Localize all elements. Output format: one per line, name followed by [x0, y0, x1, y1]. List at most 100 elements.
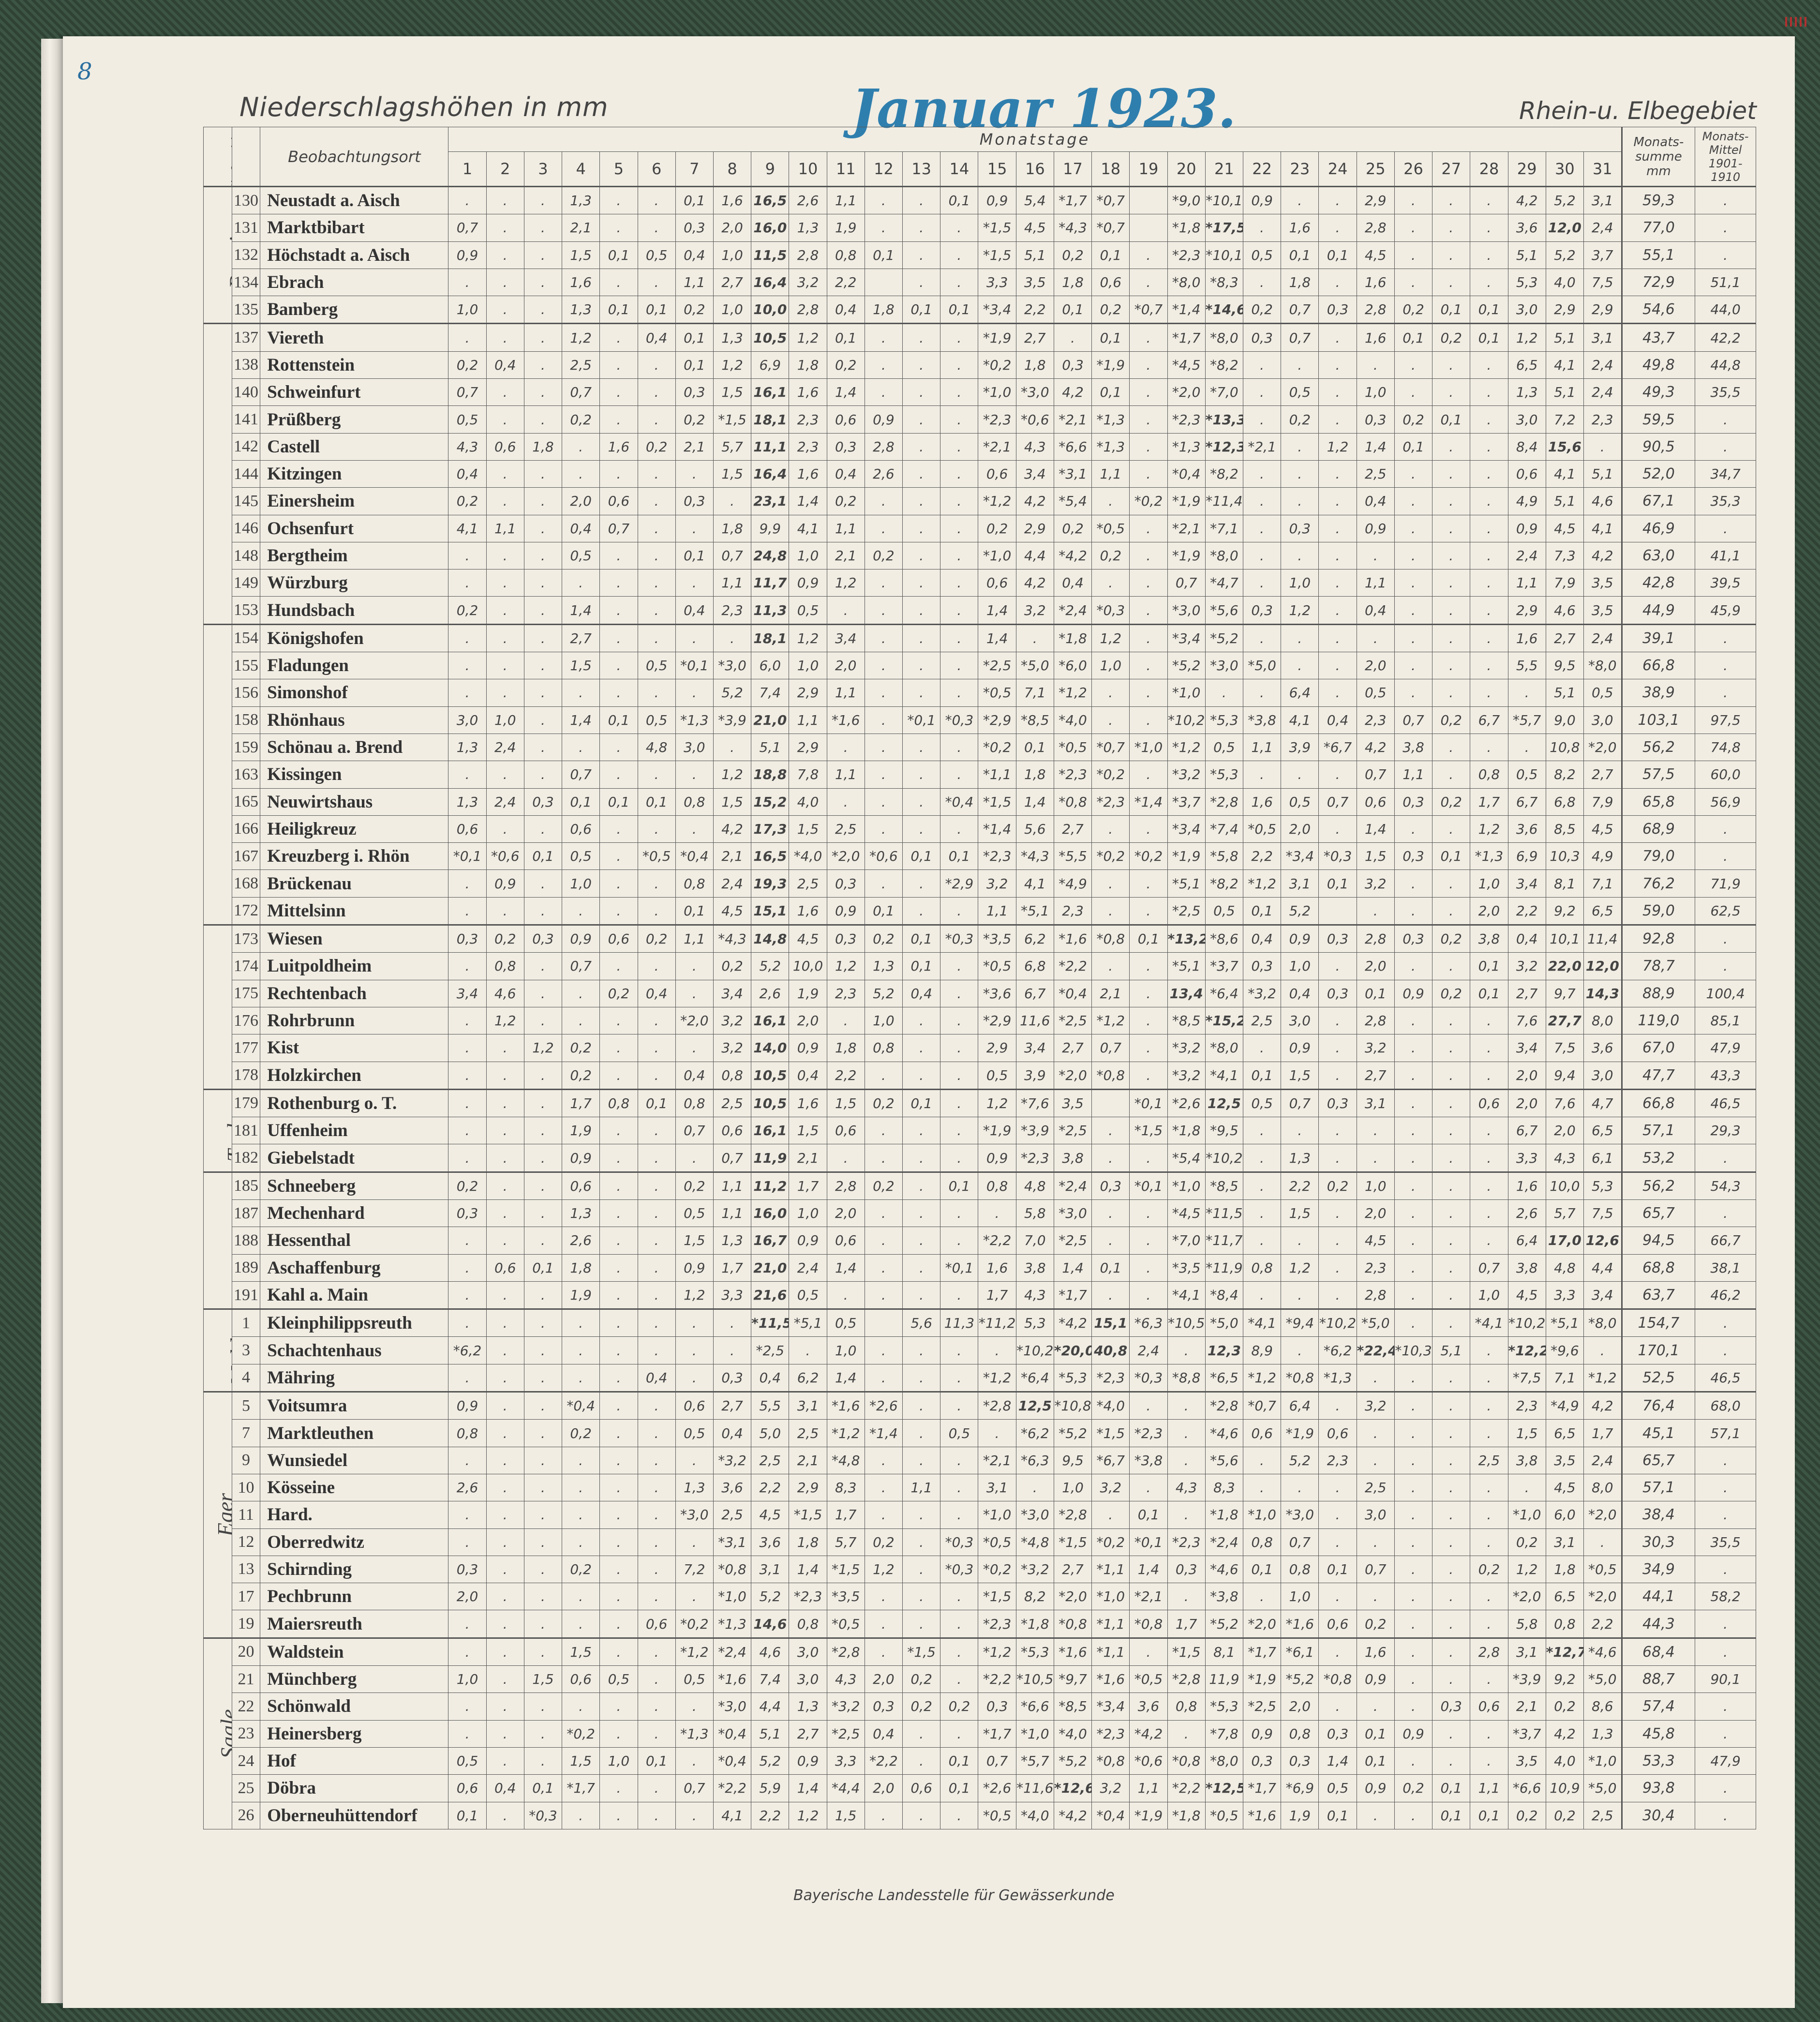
month-mean: . [1695, 924, 1756, 953]
station-name: Kahl a. Main [260, 1281, 449, 1310]
header-day-15: 15 [978, 151, 1016, 187]
day-value: . [486, 1199, 524, 1228]
day-value: 3,2 [1356, 1034, 1395, 1062]
day-value: 3,0 [1583, 706, 1622, 734]
table-row: 144 Kitzingen 0,4...... 1,5 16,4 1,6 0,4 2,6.. 0… [204, 460, 1756, 488]
day-value: 0,1 [1470, 323, 1508, 352]
day-value: . [1318, 1061, 1357, 1090]
day-value: . [599, 1583, 638, 1611]
day-value: 0,8 [826, 241, 865, 269]
day-value: 1,4 [1318, 1747, 1357, 1775]
day-value: 2,8 [1356, 1006, 1395, 1035]
subtitle-right: Rhein-u. Elbegebiet [1519, 97, 1757, 125]
header-day-13: 13 [902, 151, 941, 187]
day-value: . [864, 1801, 903, 1829]
day-value: . [864, 351, 903, 379]
day-value: *0,1 [675, 652, 714, 680]
day-value: 0,9 [1356, 514, 1395, 542]
day-value: 2,4 [1129, 1336, 1168, 1364]
day-value: 2,0 [789, 1006, 827, 1035]
day-value: . [1129, 323, 1168, 352]
day-value: . [448, 652, 487, 680]
day-value: . [486, 679, 524, 707]
day-value: . [1470, 241, 1508, 269]
day-value: 0,3 [1318, 924, 1357, 953]
day-value: *0,8 [1053, 788, 1092, 816]
day-value: . [1470, 569, 1508, 597]
day-value: . [1243, 761, 1282, 789]
month-sum: 65,7 [1621, 1199, 1696, 1228]
day-value: 1,5 [1356, 842, 1395, 870]
day-value: . [1318, 1034, 1357, 1062]
day-value: 1,5 [713, 460, 752, 488]
day-value: 0,1 [523, 1254, 563, 1282]
day-value: 0,3 [1318, 296, 1357, 324]
day-value: *5,2 [1281, 1665, 1319, 1693]
day-value: 8,1 [1545, 869, 1584, 898]
day-value: . [1129, 897, 1168, 926]
day-value: . [1243, 460, 1282, 488]
day-value: . [1583, 1336, 1622, 1364]
day-value: 3,4 [826, 623, 865, 653]
day-value: 1,4 [978, 623, 1016, 653]
day-value: 6,7 [1470, 706, 1508, 734]
station-number: 187 [231, 1199, 261, 1228]
day-value: 16,1 [751, 1117, 790, 1145]
day-value: 0,3 [1432, 1692, 1471, 1721]
day-value: *1,0 [978, 1501, 1016, 1529]
day-value: . [637, 1665, 676, 1693]
station-name: Waldstein [260, 1637, 449, 1666]
day-value: 1,5 [713, 378, 752, 406]
subtitle-left: Niederschlagshöhen in mm [239, 92, 609, 122]
day-value: . [902, 1583, 941, 1611]
day-value: 2,1 [713, 842, 752, 870]
day-value: *1,0 [713, 1583, 752, 1611]
day-value: . [675, 1692, 714, 1721]
day-value: *2,1 [1053, 405, 1092, 434]
day-value: *1,2 [1167, 733, 1206, 762]
day-value: 0,3 [1243, 323, 1282, 352]
day-value: 0,9 [1507, 514, 1546, 542]
day-value: 1,2 [713, 761, 752, 789]
day-value: . [599, 1006, 638, 1035]
header-day-9: 9 [751, 151, 790, 187]
day-value: . [599, 1034, 638, 1062]
month-mean: . [1695, 214, 1756, 242]
day-value: . [1470, 185, 1508, 215]
day-value: 1,2 [789, 323, 827, 352]
day-value: . [523, 1363, 563, 1393]
day-value: . [1129, 596, 1168, 625]
day-value: . [486, 185, 524, 215]
month-sum: 94,5 [1621, 1227, 1696, 1255]
day-value: 0,4 [637, 1363, 676, 1393]
day-value: *8,0 [1205, 323, 1244, 352]
day-value: *2,0 [1053, 1061, 1092, 1090]
day-value: . [1167, 1419, 1206, 1447]
day-value: . [675, 1747, 714, 1775]
day-value: . [448, 1144, 487, 1172]
day-value: *3,4 [978, 296, 1016, 324]
day-value: . [523, 1692, 563, 1721]
day-value: 1,6 [1507, 1171, 1546, 1200]
day-value: 3,3 [713, 1281, 752, 1310]
station-name: Hard. [260, 1501, 449, 1529]
day-value: . [1243, 378, 1282, 406]
day-value: 0,2 [562, 1034, 600, 1062]
day-value: *4,0 [1053, 706, 1092, 734]
day-value: *1,7 [1053, 1281, 1092, 1310]
day-value: 0,2 [562, 405, 600, 434]
day-value: . [902, 1501, 941, 1529]
river-cell: Moldau [203, 1308, 232, 1393]
day-value [864, 1308, 903, 1337]
day-value: *0,7 [1091, 733, 1130, 762]
day-value: . [1281, 541, 1319, 570]
day-value: . [940, 1720, 979, 1748]
day-value: . [713, 1336, 752, 1364]
header-day-31: 31 [1583, 151, 1622, 187]
day-value: 6,7 [1507, 1117, 1546, 1145]
day-value: 3,0 [448, 706, 487, 734]
station-number: 141 [231, 405, 261, 434]
day-value: . [902, 1555, 941, 1584]
month-mean: 60,0 [1695, 761, 1756, 789]
day-value: . [562, 1336, 600, 1364]
